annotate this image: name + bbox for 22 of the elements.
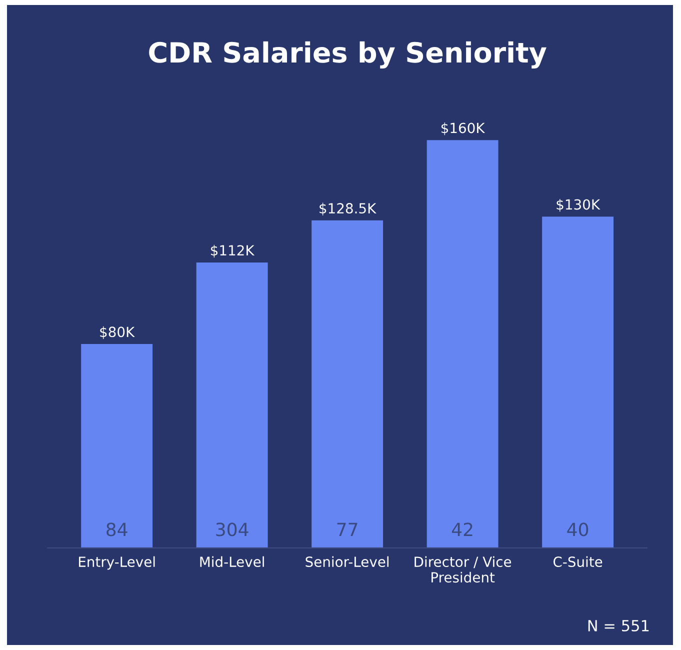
bar: [426, 140, 498, 548]
annotation: 77: [337, 522, 358, 536]
data-label: $130K: [556, 198, 600, 212]
data-label: $160K: [441, 122, 486, 136]
chart-title: CDR Salaries by Seniority: [149, 41, 546, 68]
annotation: 304: [216, 522, 248, 536]
text: N = 551: [588, 620, 649, 632]
x-tick-label: Senior-Level: [306, 556, 389, 568]
bar: [196, 262, 268, 548]
annotation: 84: [106, 522, 128, 536]
x-tick-label: Director / Vice President: [414, 556, 512, 583]
x-tick-label: Mid-Level: [200, 556, 264, 568]
annotation: 42: [452, 522, 472, 536]
x-tick-label: Entry-Level: [78, 556, 155, 570]
bar: [312, 220, 384, 548]
data-label: $112K: [210, 244, 255, 258]
bar: [542, 216, 614, 548]
x-tick-label: C-Suite: [553, 556, 602, 568]
data-label: $80K: [100, 326, 135, 340]
annotation: 40: [567, 522, 588, 536]
data-label: $128.5K: [320, 202, 376, 216]
bar: [81, 344, 153, 548]
